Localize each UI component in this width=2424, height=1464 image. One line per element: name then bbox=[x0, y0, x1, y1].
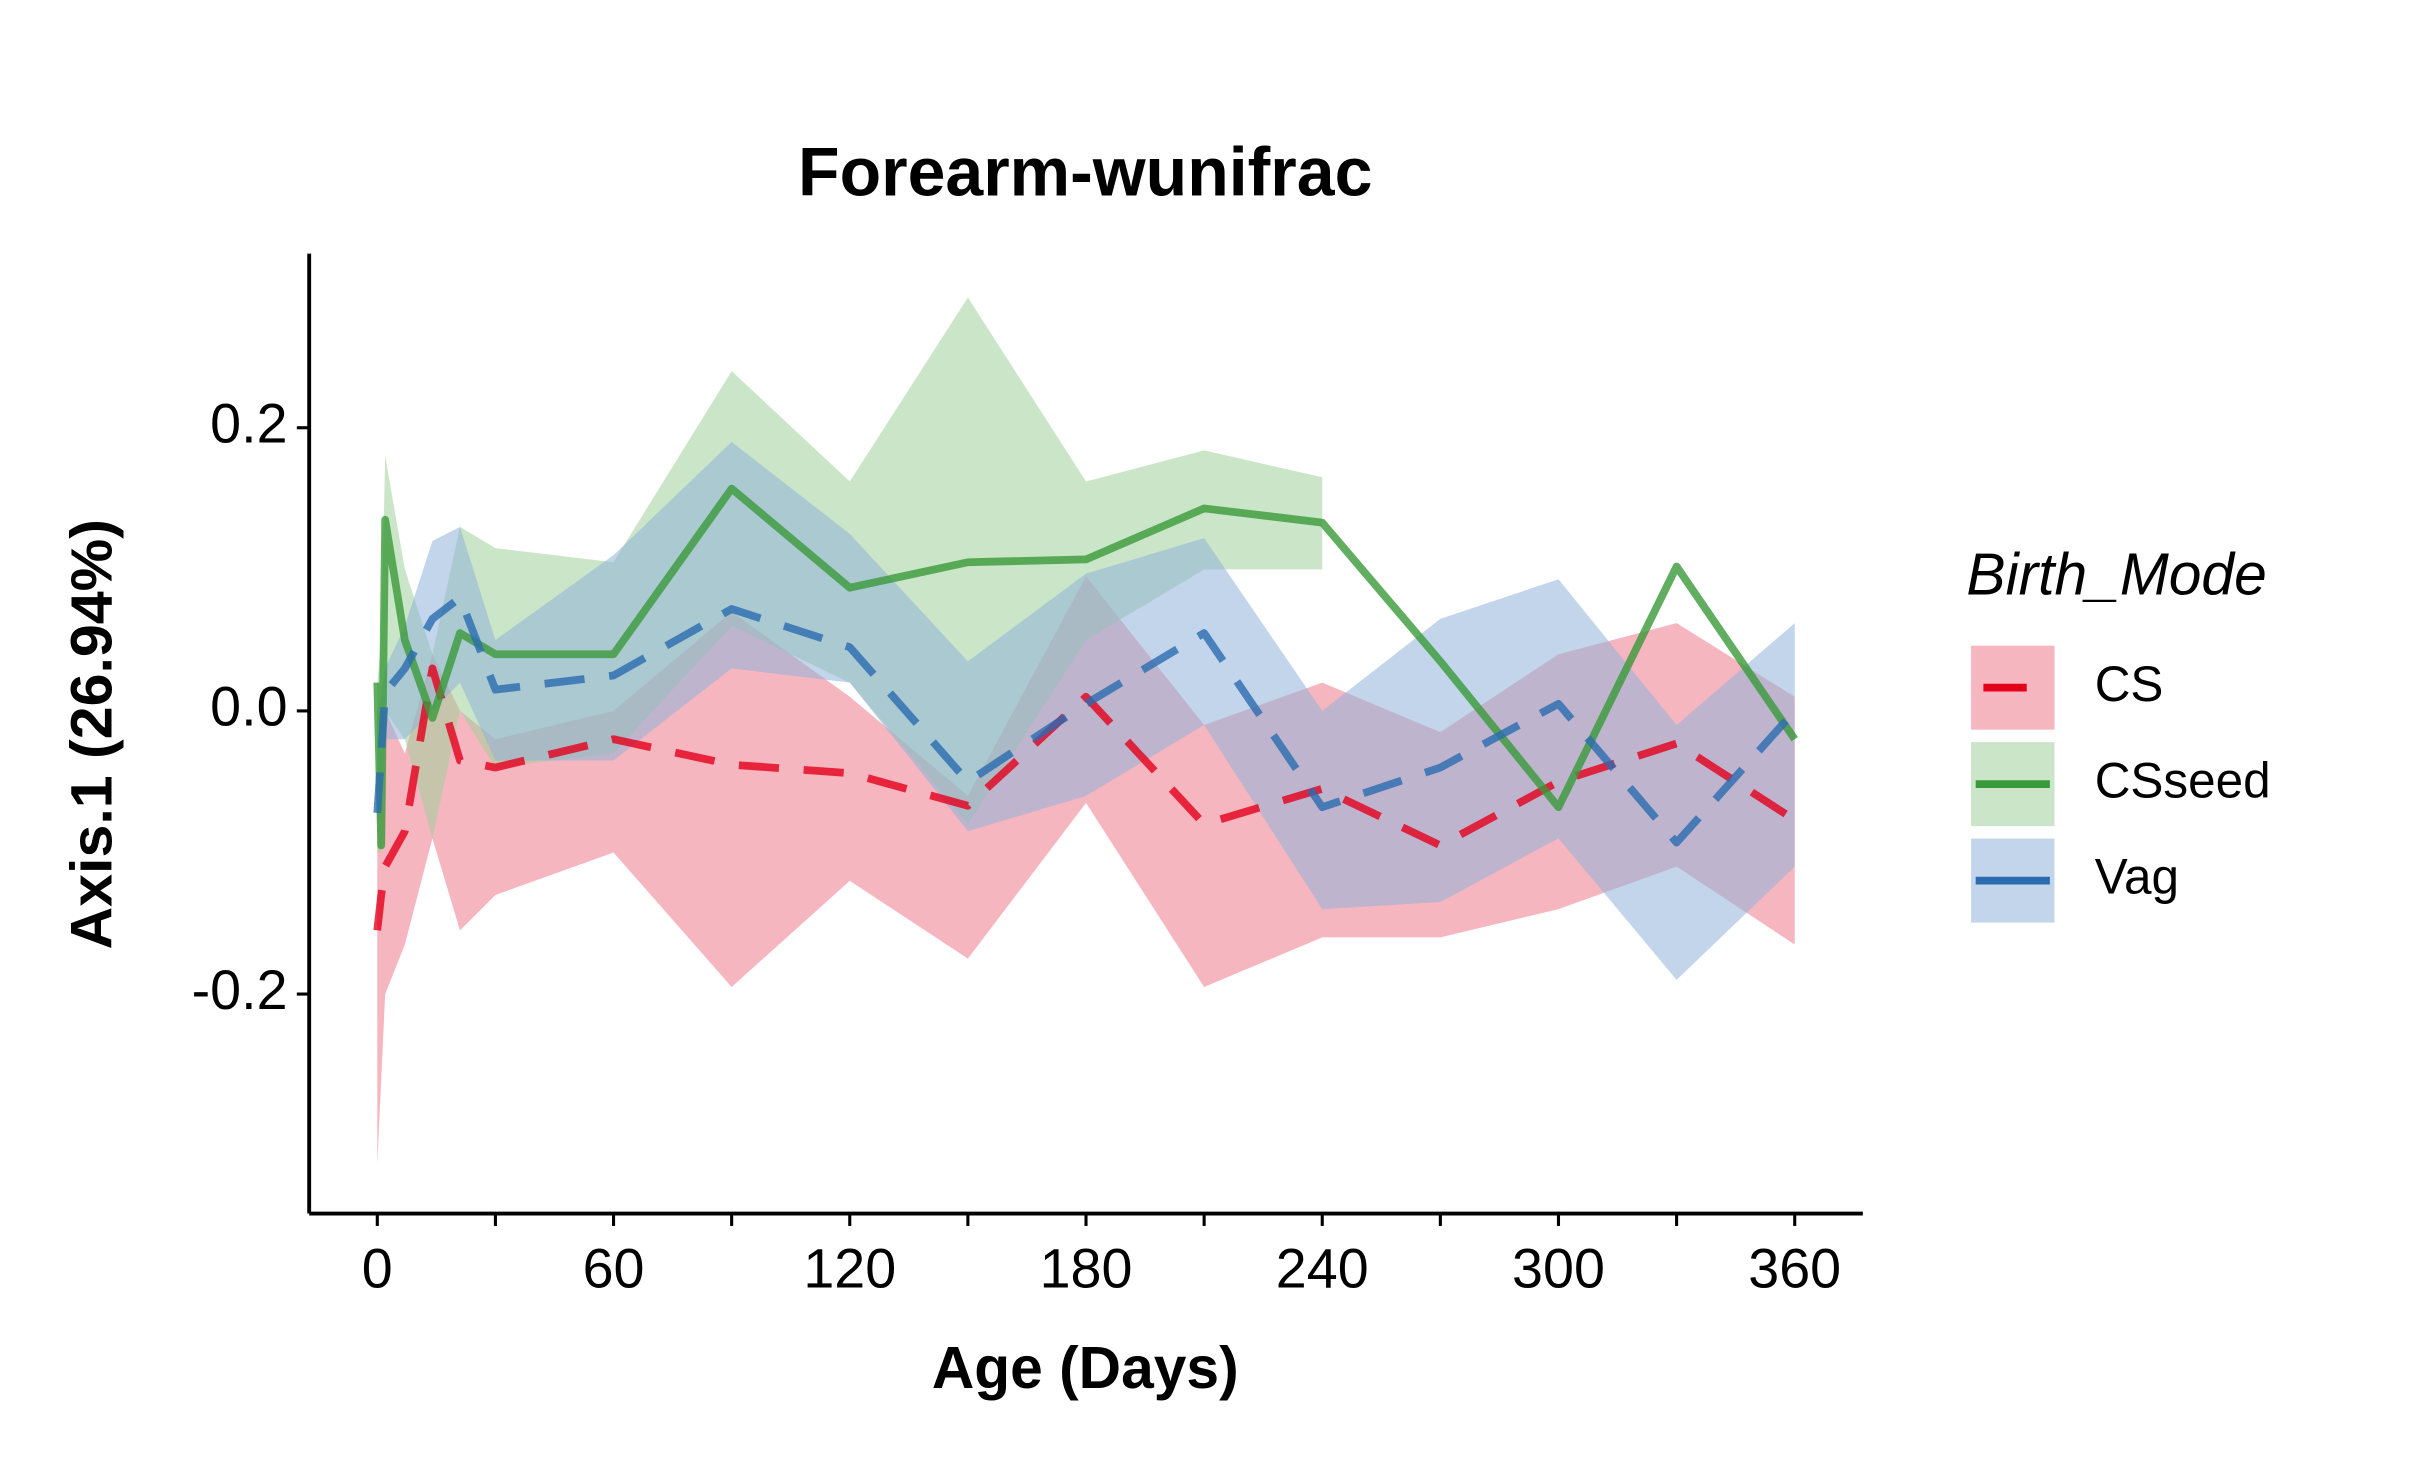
x-tick-label: 180 bbox=[1040, 1236, 1133, 1299]
ribbon bbox=[377, 441, 1795, 980]
legend-title: Birth_Mode bbox=[1966, 542, 2266, 607]
x-tick-label: 0 bbox=[362, 1236, 393, 1299]
legend-label: Vag bbox=[2095, 849, 2179, 905]
chart-title: Forearm-wunifrac bbox=[798, 134, 1372, 210]
series-line bbox=[373, 664, 1797, 931]
ribbon bbox=[377, 576, 1795, 1164]
legend-label: CS bbox=[2095, 656, 2164, 712]
y-tick-label: 0.0 bbox=[210, 675, 287, 738]
legend-label: CSseed bbox=[2095, 752, 2271, 808]
y-axis-label: Axis.1 (26.94%) bbox=[60, 519, 125, 949]
series-line bbox=[373, 484, 1798, 850]
x-tick-label: 300 bbox=[1512, 1236, 1605, 1299]
plot-area bbox=[373, 297, 1798, 1164]
series-line bbox=[373, 593, 1798, 847]
x-tick-label: 360 bbox=[1748, 1236, 1841, 1299]
x-tick-label: 120 bbox=[803, 1236, 896, 1299]
y-tick-label: -0.2 bbox=[192, 958, 288, 1021]
x-tick-label: 60 bbox=[583, 1236, 645, 1299]
x-axis-label: Age (Days) bbox=[932, 1336, 1239, 1401]
x-tick-label: 240 bbox=[1276, 1236, 1369, 1299]
y-tick-label: 0.2 bbox=[210, 391, 287, 454]
